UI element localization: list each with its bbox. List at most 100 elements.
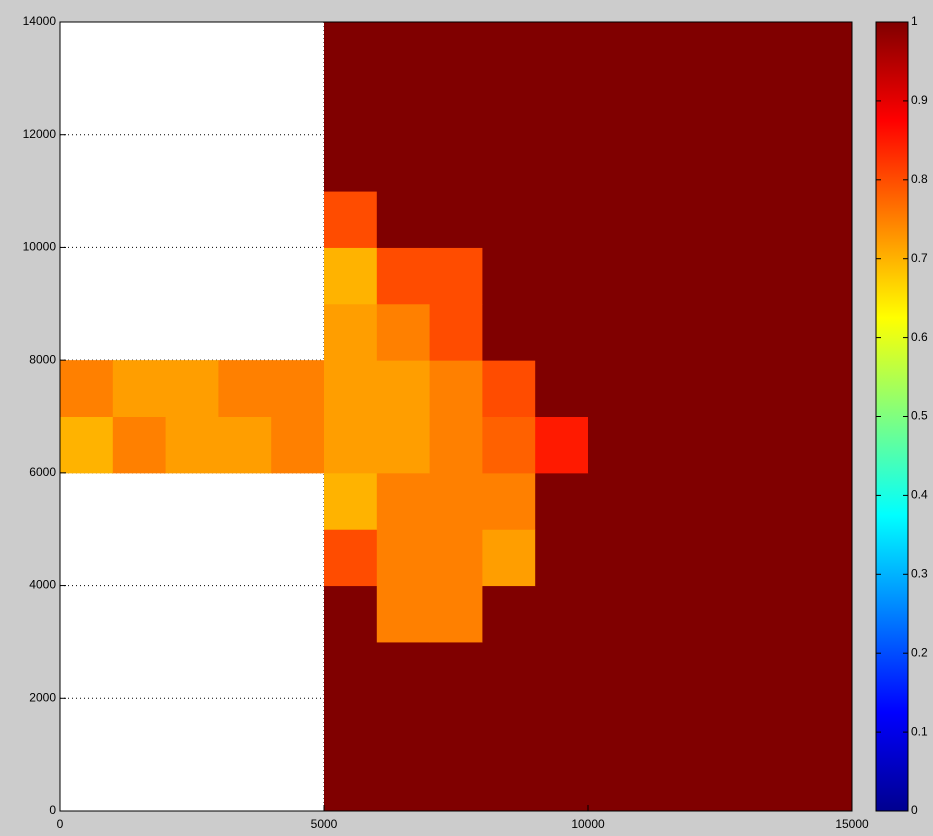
heat-cell [799, 585, 853, 643]
heat-cell [588, 247, 642, 305]
heat-cell [746, 641, 800, 699]
heat-cell [112, 360, 167, 417]
heat-cell [799, 416, 853, 474]
heat-cell [799, 698, 853, 756]
heat-cell [324, 698, 378, 756]
heat-cell [165, 416, 219, 474]
heat-cell [588, 78, 642, 136]
heat-cell [429, 529, 483, 587]
heat-cell [640, 472, 695, 530]
heat-cell [376, 754, 431, 812]
colorbar-tick-label: 0.3 [911, 566, 928, 580]
heat-cell [799, 191, 853, 248]
heat-cell [640, 134, 695, 192]
heat-cell [324, 134, 378, 192]
y-tick-label: 14000 [23, 14, 57, 28]
heat-cell [60, 360, 114, 417]
heat-cell [482, 529, 536, 587]
heat-cell [693, 641, 747, 699]
heat-cell [799, 303, 853, 361]
heat-cell [324, 754, 378, 812]
x-tick-label: 15000 [835, 817, 869, 831]
heat-cell [535, 247, 589, 305]
y-tick-label: 0 [49, 803, 56, 817]
y-tick-label: 6000 [29, 465, 56, 479]
heat-cell [640, 247, 695, 305]
heat-cell [535, 585, 589, 643]
heat-cell [482, 78, 536, 136]
heat-cell [324, 641, 378, 699]
heat-cell [746, 585, 800, 643]
heat-cell [535, 360, 589, 417]
heat-cell [588, 191, 642, 248]
heat-cell [429, 191, 483, 248]
heat-cell [535, 472, 589, 530]
heat-cell [640, 529, 695, 587]
heat-cell [376, 698, 431, 756]
heat-cell [693, 416, 747, 474]
colorbar-tick-label: 0 [911, 803, 918, 817]
heat-cell [799, 472, 853, 530]
heat-cell [324, 472, 378, 530]
heatmap [60, 22, 853, 812]
heat-cell [482, 641, 536, 699]
heat-cell [271, 360, 325, 417]
heat-cell [429, 585, 483, 643]
heat-cell [640, 641, 695, 699]
heat-cell [535, 641, 589, 699]
heat-cell [746, 754, 800, 812]
heat-cell [746, 416, 800, 474]
heat-cell [746, 134, 800, 192]
heat-cell [112, 416, 167, 474]
heat-cell [799, 78, 853, 136]
heat-cell [429, 247, 483, 305]
heat-cell [429, 698, 483, 756]
heat-cell [746, 191, 800, 248]
heat-cell [324, 191, 378, 248]
heat-cell [376, 134, 431, 192]
heat-cell [376, 529, 431, 587]
heat-cell [376, 78, 431, 136]
heat-cell [429, 472, 483, 530]
heat-cell [482, 472, 536, 530]
heat-cell [640, 303, 695, 361]
x-tick-label: 5000 [311, 817, 338, 831]
heat-cell [799, 247, 853, 305]
heat-cell [271, 416, 325, 474]
heat-cell [482, 416, 536, 474]
heat-cell [429, 303, 483, 361]
y-tick-label: 10000 [23, 240, 57, 254]
heat-cell [746, 472, 800, 530]
heat-cell [588, 698, 642, 756]
heat-cell [693, 191, 747, 248]
heat-cell [376, 641, 431, 699]
heat-cell [376, 416, 431, 474]
heat-cell [693, 529, 747, 587]
heat-cell [588, 754, 642, 812]
heat-cell [324, 22, 378, 79]
heat-cell [482, 191, 536, 248]
heat-cell [640, 416, 695, 474]
colorbar-tick-label: 0.1 [911, 724, 928, 738]
heat-cell [535, 698, 589, 756]
heat-cell [482, 134, 536, 192]
heat-cell [746, 78, 800, 136]
heat-cell [640, 698, 695, 756]
heat-cell [640, 191, 695, 248]
colorbar-tick-label: 1 [911, 14, 918, 28]
y-tick-label: 8000 [29, 352, 56, 366]
heat-cell [640, 78, 695, 136]
heat-cell [693, 303, 747, 361]
heat-cell [799, 529, 853, 587]
x-tick-label: 10000 [571, 817, 605, 831]
heat-cell [482, 22, 536, 79]
heat-cell [799, 754, 853, 812]
heat-cell [693, 134, 747, 192]
heat-cell [588, 416, 642, 474]
heat-cell [429, 22, 483, 79]
heat-cell [799, 641, 853, 699]
y-tick-label: 2000 [29, 690, 56, 704]
heat-cell [640, 585, 695, 643]
heat-cell [376, 22, 431, 79]
